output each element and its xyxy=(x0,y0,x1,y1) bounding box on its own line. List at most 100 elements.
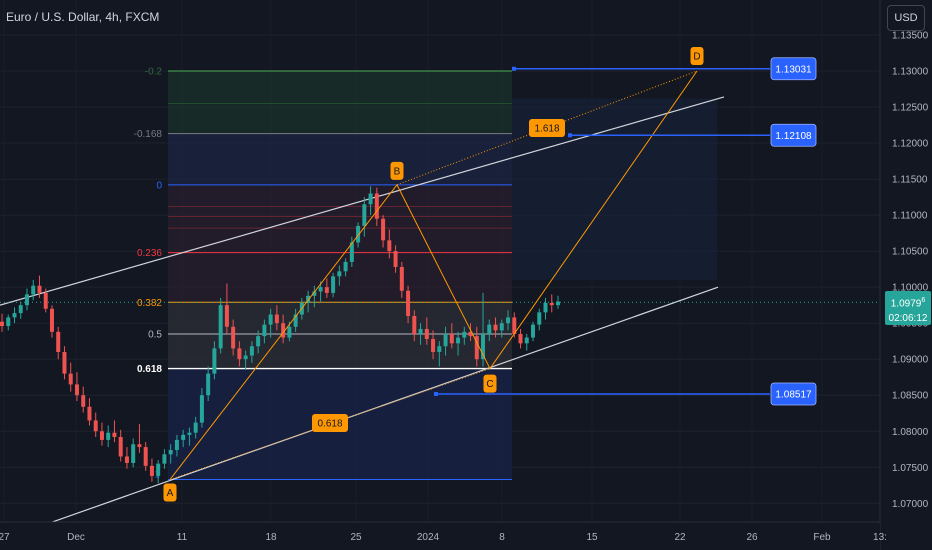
candle-body xyxy=(93,420,98,432)
abcd-pattern: A B C D 0.618 1.618 xyxy=(163,47,704,502)
currency-button[interactable]: USD xyxy=(887,5,925,31)
candle-body xyxy=(437,346,442,352)
point-label-c-bg xyxy=(483,374,497,393)
candle-body xyxy=(237,348,242,360)
time-tick-label: 15 xyxy=(586,532,598,543)
candle-body xyxy=(218,305,223,349)
price-tick-label: 1.09000 xyxy=(892,355,929,366)
fib-level-label: -0.168 xyxy=(134,129,163,140)
candle-body xyxy=(293,314,298,327)
candle-body xyxy=(106,432,111,440)
price-tick-label: 1.10000 xyxy=(892,283,929,294)
candle-body xyxy=(12,313,17,318)
candle-body xyxy=(318,287,323,292)
candle-body xyxy=(306,295,311,304)
candle-body xyxy=(174,439,179,450)
candle-body xyxy=(256,336,261,347)
time-axis[interactable]: 27 Dec 11 18 25 2024 8 15 22 26 Feb 13: xyxy=(0,521,887,550)
time-tick-label: 27 xyxy=(0,532,10,543)
candle-body xyxy=(81,395,86,407)
candle-body xyxy=(262,324,267,337)
candle-body xyxy=(374,193,379,219)
candle-countdown: 02:06:12 xyxy=(888,313,928,325)
candle-body xyxy=(474,336,479,360)
ratio-label: 1.618 xyxy=(534,124,559,135)
candle-body xyxy=(168,449,173,455)
candle-body xyxy=(462,331,467,338)
time-tick-label: Feb xyxy=(813,532,831,543)
price-axis[interactable]: 1.13500 1.13000 1.12500 1.12000 1.11500 1.110… xyxy=(879,0,932,550)
price-tick-label: 1.11500 xyxy=(892,175,928,186)
candle-body xyxy=(356,225,361,243)
candle-body xyxy=(481,333,486,360)
candle-body xyxy=(412,315,417,334)
candle-body xyxy=(43,292,48,309)
candle-body xyxy=(6,317,11,327)
fib-level-label: -0.2 xyxy=(145,67,163,78)
candle-body xyxy=(249,346,254,356)
candle-body xyxy=(74,384,79,396)
ratio-label-bg xyxy=(529,119,565,137)
candle-body xyxy=(543,303,548,313)
candle-body xyxy=(99,431,104,440)
price-tick-label: 1.07000 xyxy=(892,499,929,510)
price-tick-label: 1.07500 xyxy=(892,463,929,474)
candle-body xyxy=(381,218,386,241)
time-tick-label: 13: xyxy=(873,532,887,543)
target-anchor xyxy=(568,133,572,138)
time-tick-label: 22 xyxy=(674,532,686,543)
candle-body xyxy=(493,324,498,331)
candle-body xyxy=(206,373,211,396)
candle-body xyxy=(431,339,436,352)
time-tick-label: 2024 xyxy=(417,532,440,543)
target-anchor xyxy=(512,66,516,71)
price-tick-label: 1.13500 xyxy=(892,30,929,41)
channel-lines xyxy=(0,96,880,528)
candle-body xyxy=(193,422,198,433)
candle-body xyxy=(312,291,317,296)
fib-zone-blue xyxy=(168,133,512,185)
current-price-superscript: 6 xyxy=(921,297,926,304)
candle-body xyxy=(487,324,492,334)
candle-body xyxy=(156,463,161,476)
candle-body xyxy=(343,261,348,272)
price-tick-label: 1.08500 xyxy=(892,391,929,402)
channel-upper xyxy=(0,96,725,306)
target-label-bg xyxy=(770,57,817,81)
candle-body xyxy=(287,326,292,338)
price-axis-bg xyxy=(880,0,932,550)
point-label-b: B xyxy=(394,166,401,177)
candles xyxy=(0,186,560,484)
fib-level-label: 0.618 xyxy=(137,364,162,375)
fib-level-label: 0.5 xyxy=(148,329,162,340)
fib-level-label: 0.236 xyxy=(137,248,162,259)
fib-zone-red xyxy=(168,184,512,303)
candle-body xyxy=(531,324,536,338)
candle-body xyxy=(362,204,367,226)
target-label: 1.08517 xyxy=(775,390,812,401)
price-tick-label: 1.12000 xyxy=(892,139,929,150)
candle-body xyxy=(368,193,373,205)
candle-body xyxy=(112,432,117,438)
candle-body xyxy=(68,373,73,385)
channel-lower xyxy=(37,286,719,528)
candle-body xyxy=(406,290,411,316)
bd-dotted xyxy=(396,70,698,186)
candle-body xyxy=(506,317,511,324)
price-tick-label: 1.11000 xyxy=(892,211,928,222)
candle-body xyxy=(456,337,461,344)
time-tick-label: 18 xyxy=(265,532,277,543)
candle-body xyxy=(268,314,273,325)
point-label-d: D xyxy=(693,52,700,63)
price-tick-label: 1.13000 xyxy=(892,67,929,78)
current-price-value: 1.0979 xyxy=(890,298,922,310)
candle-body xyxy=(418,328,423,334)
candle-body xyxy=(349,242,354,262)
candle-body xyxy=(274,314,279,324)
point-label-d-bg xyxy=(690,47,704,65)
candle-body xyxy=(231,326,236,349)
candle-body xyxy=(62,351,67,374)
candle-body xyxy=(199,395,204,423)
